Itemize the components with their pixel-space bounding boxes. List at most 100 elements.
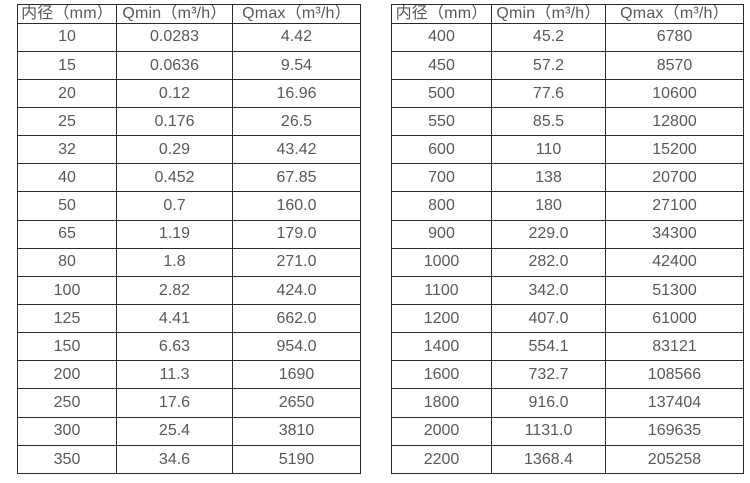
table-row: 20 0.12 16.96 — [17, 78, 361, 109]
table-cell: 42400 — [605, 247, 744, 277]
table-cell: 1.19 — [116, 219, 233, 249]
table-cell: 229.0 — [491, 219, 606, 249]
table-row: 1600 732.7 108566 — [391, 360, 744, 390]
table-cell: 0.452 — [116, 163, 233, 193]
table-cell: 250 — [17, 388, 117, 418]
table-cell: 916.0 — [491, 388, 606, 418]
table-cell: 180 — [491, 191, 606, 221]
table-cell: 57.2 — [491, 50, 606, 80]
table-cell: 34.6 — [116, 444, 233, 475]
table-cell: 9.54 — [232, 50, 361, 80]
table-cell: 2650 — [232, 388, 361, 418]
table-row: 550 85.5 12800 — [391, 107, 744, 137]
table-cell: 100 — [17, 275, 117, 306]
flow-table-large-diameters: 内径（mm） Qmin（m³/h） Qmax（m³/h） 400 45.2 6780 45… — [391, 4, 744, 475]
table-cell: 67.85 — [232, 163, 361, 193]
table-cell: 0.12 — [116, 78, 233, 109]
header-cell-qmax: Qmax（m³/h） — [232, 4, 361, 24]
header-row: 内径（mm） Qmin（m³/h） Qmax（m³/h） — [17, 4, 361, 24]
table-row: 1100 342.0 51300 — [391, 275, 744, 306]
table-cell: 300 — [17, 416, 117, 446]
table-cell: 450 — [391, 50, 492, 80]
table-cell: 40 — [17, 163, 117, 193]
table-cell: 900 — [391, 219, 492, 249]
table-cell: 800 — [391, 191, 492, 221]
table-cell: 20700 — [605, 163, 744, 193]
table-cell: 205258 — [605, 444, 744, 475]
table-cell: 342.0 — [491, 275, 606, 306]
table-cell: 0.0636 — [116, 50, 233, 80]
table-cell: 65 — [17, 219, 117, 249]
table-row: 1800 916.0 137404 — [391, 388, 744, 418]
table-cell: 662.0 — [232, 303, 361, 334]
table-cell: 138 — [491, 163, 606, 193]
table-row: 32 0.29 43.42 — [17, 135, 361, 165]
table-cell: 17.6 — [116, 388, 233, 418]
table-cell: 43.42 — [232, 135, 361, 165]
table-cell: 61000 — [605, 303, 744, 334]
table-cell: 4.41 — [116, 303, 233, 334]
table-row: 40 0.452 67.85 — [17, 163, 361, 193]
table-cell: 0.176 — [116, 107, 233, 137]
table-cell: 200 — [17, 360, 117, 390]
table-cell: 1600 — [391, 360, 492, 390]
table-cell: 150 — [17, 332, 117, 362]
table-cell: 20 — [17, 78, 117, 109]
table-row: 2000 1131.0 169635 — [391, 416, 744, 446]
table-cell: 15200 — [605, 135, 744, 165]
table-cell: 271.0 — [232, 247, 361, 277]
table-cell: 1690 — [232, 360, 361, 390]
table-row: 1400 554.1 83121 — [391, 332, 744, 362]
table-cell: 25.4 — [116, 416, 233, 446]
table-row: 600 110 15200 — [391, 135, 744, 165]
table-cell: 45.2 — [491, 22, 606, 52]
table-row: 350 34.6 5190 — [17, 444, 361, 475]
table-cell: 1200 — [391, 303, 492, 334]
table-cell: 3810 — [232, 416, 361, 446]
table-cell: 1368.4 — [491, 444, 606, 475]
table-cell: 108566 — [605, 360, 744, 390]
table-row: 300 25.4 3810 — [17, 416, 361, 446]
table-cell: 11.3 — [116, 360, 233, 390]
table-cell: 16.96 — [232, 78, 361, 109]
table-row: 250 17.6 2650 — [17, 388, 361, 418]
header-cell-qmax: Qmax（m³/h） — [605, 4, 744, 24]
table-cell: 600 — [391, 135, 492, 165]
table-row: 15 0.0636 9.54 — [17, 50, 361, 80]
table-row: 1200 407.0 61000 — [391, 303, 744, 334]
table-cell: 8570 — [605, 50, 744, 80]
table-row: 65 1.19 179.0 — [17, 219, 361, 249]
table-cell: 1800 — [391, 388, 492, 418]
table-row: 100 2.82 424.0 — [17, 275, 361, 306]
table-cell: 954.0 — [232, 332, 361, 362]
table-cell: 12800 — [605, 107, 744, 137]
table-cell: 10 — [17, 22, 117, 52]
table-cell: 179.0 — [232, 219, 361, 249]
table-row: 80 1.8 271.0 — [17, 247, 361, 277]
table-cell: 1.8 — [116, 247, 233, 277]
table-row: 1000 282.0 42400 — [391, 247, 744, 277]
table-cell: 83121 — [605, 332, 744, 362]
table-row: 2200 1368.4 205258 — [391, 444, 744, 475]
table-cell: 6780 — [605, 22, 744, 52]
table-cell: 10600 — [605, 78, 744, 109]
table-cell: 2200 — [391, 444, 492, 475]
table-cell: 0.7 — [116, 191, 233, 221]
table-cell: 500 — [391, 78, 492, 109]
table-cell: 51300 — [605, 275, 744, 306]
table-row: 500 77.6 10600 — [391, 78, 744, 109]
table-cell: 407.0 — [491, 303, 606, 334]
table-cell: 77.6 — [491, 78, 606, 109]
table-cell: 27100 — [605, 191, 744, 221]
header-cell-qmin: Qmin（m³/h） — [491, 4, 606, 24]
table-row: 50 0.7 160.0 — [17, 191, 361, 221]
flow-table-small-diameters: 内径（mm） Qmin（m³/h） Qmax（m³/h） 10 0.0283 4.42 1… — [17, 4, 361, 475]
table-cell: 350 — [17, 444, 117, 475]
table-row: 200 11.3 1690 — [17, 360, 361, 390]
header-cell-diameter: 内径（mm） — [17, 4, 117, 24]
table-cell: 34300 — [605, 219, 744, 249]
table-cell: 80 — [17, 247, 117, 277]
table-cell: 1131.0 — [491, 416, 606, 446]
table-cell: 700 — [391, 163, 492, 193]
header-row: 内径（mm） Qmin（m³/h） Qmax（m³/h） — [391, 4, 744, 24]
